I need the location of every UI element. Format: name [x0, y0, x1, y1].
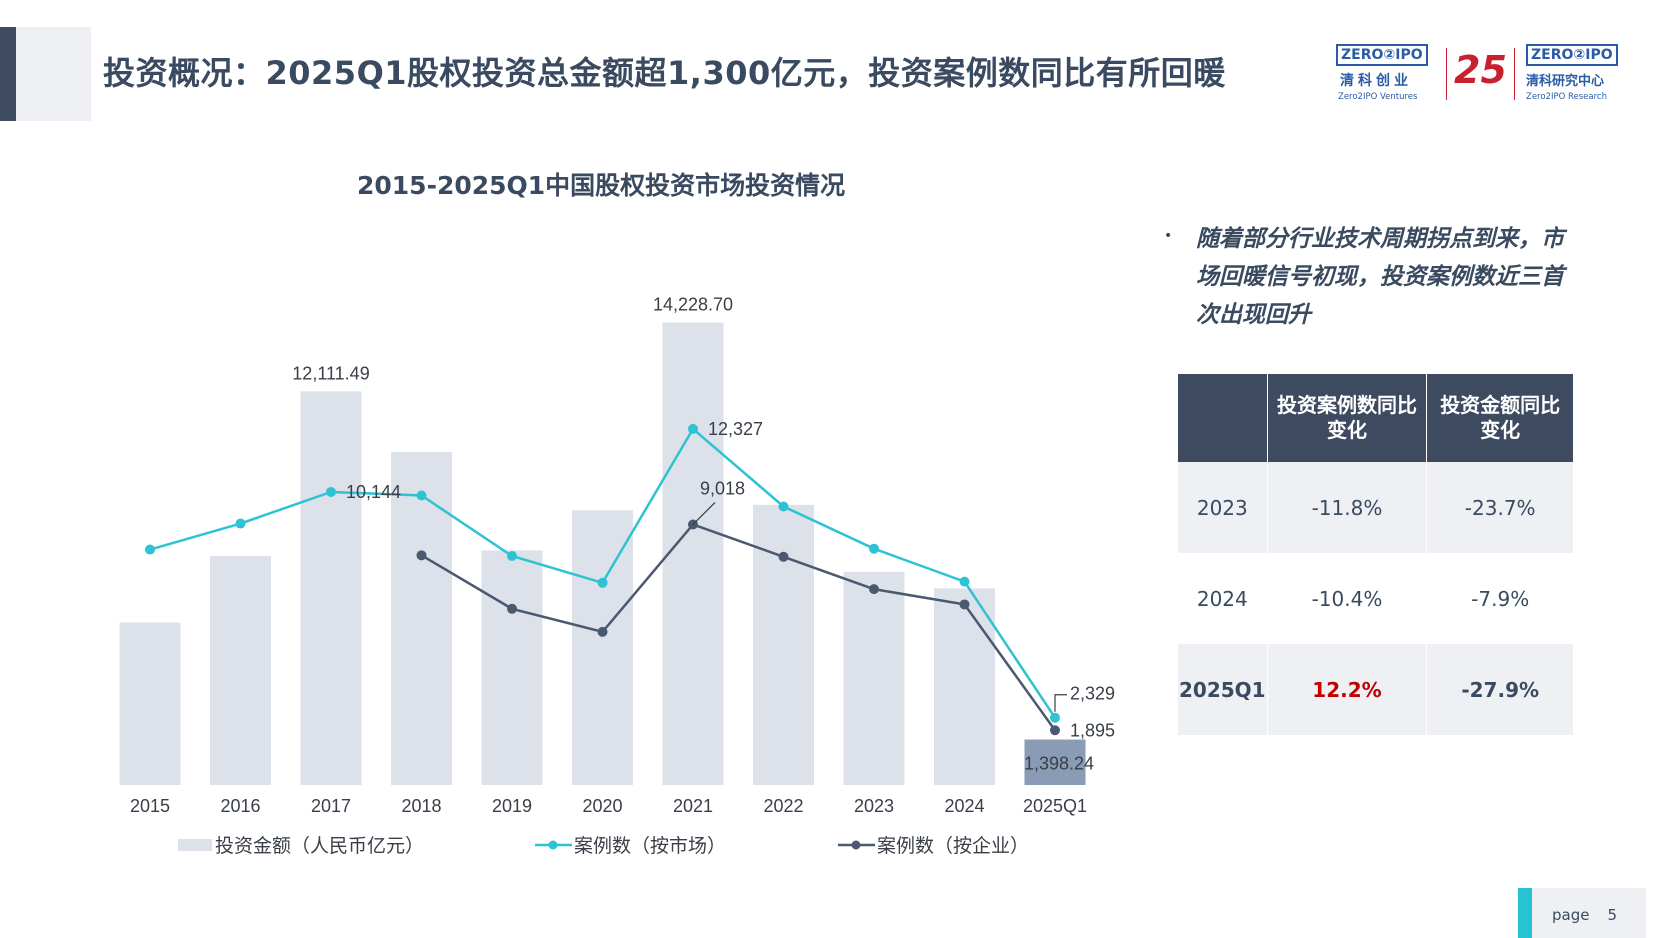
x-tick-label: 2016	[220, 796, 260, 816]
bar-2018	[391, 451, 452, 785]
page-number: 5	[1607, 906, 1618, 924]
company-cases-point	[778, 551, 789, 562]
market-label: 10,144	[346, 482, 401, 502]
company-cases-point	[1050, 725, 1060, 736]
x-tick-label: 2020	[582, 796, 622, 816]
x-tick-label: 2015	[130, 796, 170, 816]
market-cases-point	[778, 501, 789, 512]
research-logo-en: Zero2IPO Research	[1526, 92, 1607, 102]
row-period: 2025Q1	[1178, 644, 1268, 735]
bar-2019	[481, 550, 543, 785]
footer-box	[1532, 888, 1646, 938]
row-period: 2024	[1196, 586, 1248, 611]
bar-2025Q1	[1024, 739, 1086, 785]
bar-2023	[843, 571, 905, 785]
table-row: 2024 -10.4% -7.9%	[1178, 553, 1573, 644]
page-label: page	[1552, 906, 1590, 924]
market-cases-point	[416, 490, 427, 501]
bar-label: 1,398.24	[1024, 754, 1094, 774]
ventures-logo-en: Zero2IPO Ventures	[1338, 92, 1418, 102]
page-title: 投资概况：2025Q1股权投资总金额超1,300亿元，投资案例数同比有所回暖	[103, 54, 1226, 92]
market-cases-point	[869, 543, 879, 554]
research-logo-mark: ZERO②IPO	[1526, 44, 1618, 66]
company-label-leader	[692, 502, 716, 525]
x-tick-label: 2019	[492, 796, 532, 816]
bar-label: 14,228.70	[653, 295, 733, 315]
market-cases-point	[688, 423, 698, 434]
market-cases-point	[597, 577, 608, 588]
chart-title: 2015-2025Q1中国股权投资市场投资情况	[357, 171, 846, 200]
title-accent-bar	[0, 27, 16, 121]
table-row: 2023 -11.8% -23.7%	[1178, 462, 1573, 553]
company-cases-point	[869, 584, 879, 595]
legend-company-dot	[851, 840, 861, 850]
company-cases-point	[507, 603, 517, 614]
company-cases-point	[959, 599, 970, 610]
x-tick-label: 2017	[311, 796, 351, 816]
market-label-leader	[1054, 694, 1067, 712]
bar-2020	[572, 510, 633, 785]
market-cases-point	[326, 486, 336, 497]
ventures-logo-mark: ZERO②IPO	[1336, 44, 1428, 66]
research-logo-cn: 清科研究中心	[1526, 74, 1605, 89]
logo-divider	[1446, 48, 1447, 100]
x-tick-label: 2025Q1	[1023, 796, 1087, 816]
table-header-amount: 投资金额同比变化	[1426, 374, 1573, 462]
bullet-icon: •	[1164, 228, 1173, 244]
row-amount-yoy: -23.7%	[1426, 462, 1573, 553]
legend-bar-label: 投资金额（人民币亿元）	[215, 835, 424, 857]
table-header-cases: 投资案例数同比变化	[1266, 374, 1427, 462]
ventures-logo-cn: 清科创业	[1340, 73, 1412, 89]
x-tick-label: 2024	[944, 796, 984, 816]
footer-accent	[1518, 888, 1532, 938]
legend-market-dot	[548, 840, 558, 850]
legend-company-label: 案例数（按企业）	[877, 835, 1029, 857]
x-tick-label: 2021	[673, 796, 713, 816]
company-cases-line	[420, 523, 1057, 731]
market-label: 2,329	[1070, 684, 1115, 704]
page-indicator: page 5	[1552, 906, 1617, 924]
market-cases-point	[145, 544, 155, 555]
bar-2022	[753, 504, 814, 785]
company-cases-point	[416, 550, 427, 561]
table-header-row: 投资案例数同比变化 投资金额同比变化	[1178, 374, 1573, 462]
commentary-text: 随着部分行业技术周期拐点到来，市场回暖信号初现，投资案例数近三首次出现回升	[1196, 226, 1564, 328]
row-cases-yoy: -10.4%	[1266, 553, 1427, 644]
anniversary-logo: 25	[1454, 48, 1507, 92]
x-tick-label: 2023	[854, 796, 894, 816]
market-cases-point	[235, 518, 246, 529]
logo-divider	[1514, 48, 1515, 100]
legend-market-label: 案例数（按市场）	[574, 835, 726, 857]
market-cases-point	[507, 550, 517, 561]
bar-label: 12,111.49	[292, 363, 369, 383]
table-header-period	[1178, 374, 1268, 462]
market-cases-point	[1050, 712, 1060, 723]
market-cases-point	[959, 576, 970, 587]
x-tick-label: 2022	[763, 796, 803, 816]
market-label: 12,327	[708, 419, 763, 439]
bar-2021	[662, 322, 724, 785]
legend-bar-swatch	[178, 839, 212, 851]
bar-2024	[934, 588, 995, 785]
row-amount-yoy: -27.9%	[1426, 644, 1573, 735]
commentary: • 随着部分行业技术周期拐点到来，市场回暖信号初现，投资案例数近三首次出现回升	[1164, 220, 1570, 334]
company-cases-point	[597, 626, 608, 637]
logo-group: ZERO②IPO 清科创业 Zero2IPO Ventures 25 ZERO②…	[1336, 44, 1626, 106]
table-row: 2025Q1 12.2% -27.9%	[1178, 644, 1573, 735]
bar-2017	[300, 391, 362, 785]
bar-2015	[119, 622, 181, 785]
x-tick-label: 2018	[401, 796, 441, 816]
row-amount-yoy: -7.9%	[1426, 553, 1573, 644]
row-period: 2023	[1178, 462, 1268, 553]
row-cases-yoy: -11.8%	[1266, 462, 1427, 553]
title-accent-box	[16, 27, 91, 121]
yoy-table: 投资案例数同比变化 投资金额同比变化 2023 -11.8% -23.7% 20…	[1178, 374, 1573, 735]
row-cases-yoy: 12.2%	[1266, 644, 1427, 735]
bar-2016	[210, 555, 271, 785]
company-label: 1,895	[1070, 720, 1115, 740]
company-label: 9,018	[700, 478, 745, 498]
